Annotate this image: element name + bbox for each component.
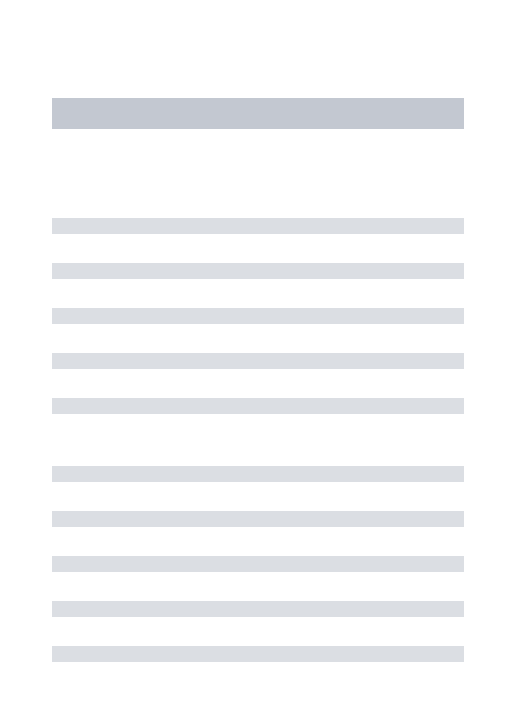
skeleton-page [52, 0, 464, 713]
skeleton-line-g1 [52, 308, 464, 324]
skeleton-line-g2 [52, 556, 464, 572]
skeleton-line-g2 [52, 601, 464, 617]
skeleton-line-g1 [52, 218, 464, 234]
skeleton-title [52, 98, 464, 129]
skeleton-line-g1 [52, 398, 464, 414]
skeleton-line-g2 [52, 466, 464, 482]
skeleton-line-g2 [52, 511, 464, 527]
skeleton-line-g1 [52, 263, 464, 279]
skeleton-line-g1 [52, 353, 464, 369]
skeleton-line-g2 [52, 646, 464, 662]
